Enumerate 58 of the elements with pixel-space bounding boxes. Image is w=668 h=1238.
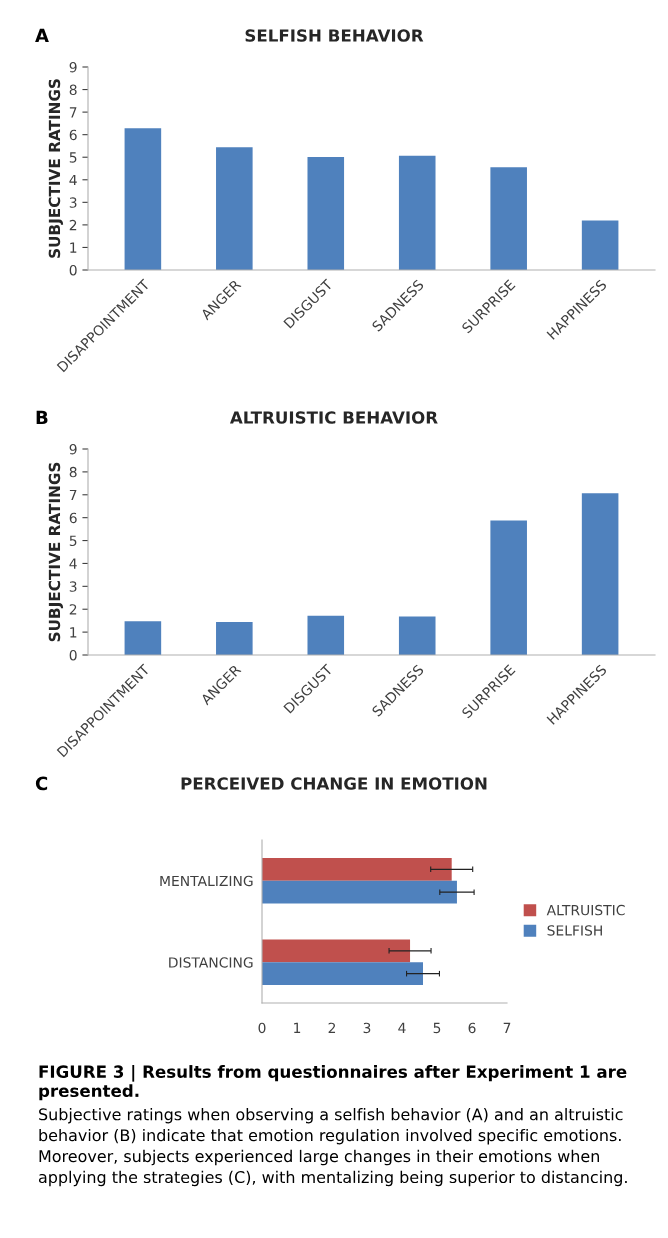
y-tick-label: 9: [69, 443, 77, 455]
bar: [398, 616, 436, 655]
y-tick-label: 6: [69, 512, 77, 524]
x-tick-label: 6: [468, 1022, 476, 1034]
bar: [216, 147, 253, 270]
text: B: [36, 410, 48, 424]
y-axis-title: SUBJECTIVE RATINGS: [48, 462, 64, 642]
y-tick-label: 2: [69, 604, 77, 615]
bar: [581, 220, 619, 270]
bar: [490, 520, 527, 655]
y-tick-label: 9: [69, 61, 77, 73]
bar: [262, 880, 457, 904]
y-tick-label: 8: [69, 84, 77, 96]
x-tick-label: 0: [258, 1022, 266, 1034]
bar: [490, 167, 527, 270]
bar: [398, 155, 436, 270]
x-tick-label: 4: [398, 1022, 406, 1033]
y-tick-label: DISTANCING: [169, 957, 253, 968]
legend-label: ALTRUISTIC: [546, 904, 625, 916]
y-axis-title: SUBJECTIVE RATINGS: [48, 79, 64, 258]
chart-title: SELFISH BEHAVIOR: [245, 29, 424, 42]
x-tick-label: 5: [433, 1022, 441, 1034]
y-tick-label: 6: [69, 129, 77, 141]
y-tick-label: 5: [69, 152, 77, 163]
x-tick-label: 3: [363, 1022, 371, 1034]
y-tick-label: 3: [69, 581, 77, 592]
y-tick-label: MENTALIZING: [160, 875, 253, 887]
bar: [262, 857, 452, 881]
y-tick-label: 0: [69, 649, 77, 661]
bar: [262, 939, 411, 963]
y-tick-label: 4: [69, 174, 77, 186]
text: A: [35, 28, 49, 42]
y-tick-label: 7: [69, 107, 77, 118]
caption: FIGURE 3 | Results from questionnaires after Experiment 1 are presented.: [39, 1065, 627, 1101]
bar: [307, 157, 345, 270]
chart-title: PERCEIVED CHANGE IN EMOTION: [181, 777, 487, 790]
y-tick-label: 0: [69, 264, 77, 276]
x-tick-label: 7: [503, 1022, 511, 1033]
y-tick-label: 7: [69, 489, 77, 501]
chart-title: ALTRUISTIC BEHAVIOR: [229, 411, 438, 424]
x-tick-label: 2: [328, 1022, 336, 1033]
y-tick-label: 3: [69, 197, 77, 208]
legend-label: SELFISH: [547, 925, 602, 936]
y-tick-label: 2: [69, 219, 77, 231]
y-tick-label: 8: [69, 466, 77, 478]
y-tick-label: 4: [69, 558, 77, 569]
y-tick-label: 5: [69, 535, 77, 547]
y-tick-label: 1: [70, 242, 77, 253]
bar: [581, 493, 619, 655]
bar: [307, 615, 345, 655]
bar: [124, 621, 162, 655]
y-tick-label: 1: [70, 627, 77, 638]
bar: [216, 622, 253, 655]
x-tick-label: 1: [294, 1022, 301, 1033]
text: C: [35, 776, 48, 791]
bar: [262, 962, 423, 986]
bar: [124, 128, 162, 270]
text: Subjective ratings when observing a selfish behavior (A) and an altruistic behavior (B) indicate that emotion regulation involved specific emotions. Moreover, subjects experienced large changes in their emotions when applying the strategies (C), with mentalizing being superior to distancing.: [38, 1108, 627, 1187]
